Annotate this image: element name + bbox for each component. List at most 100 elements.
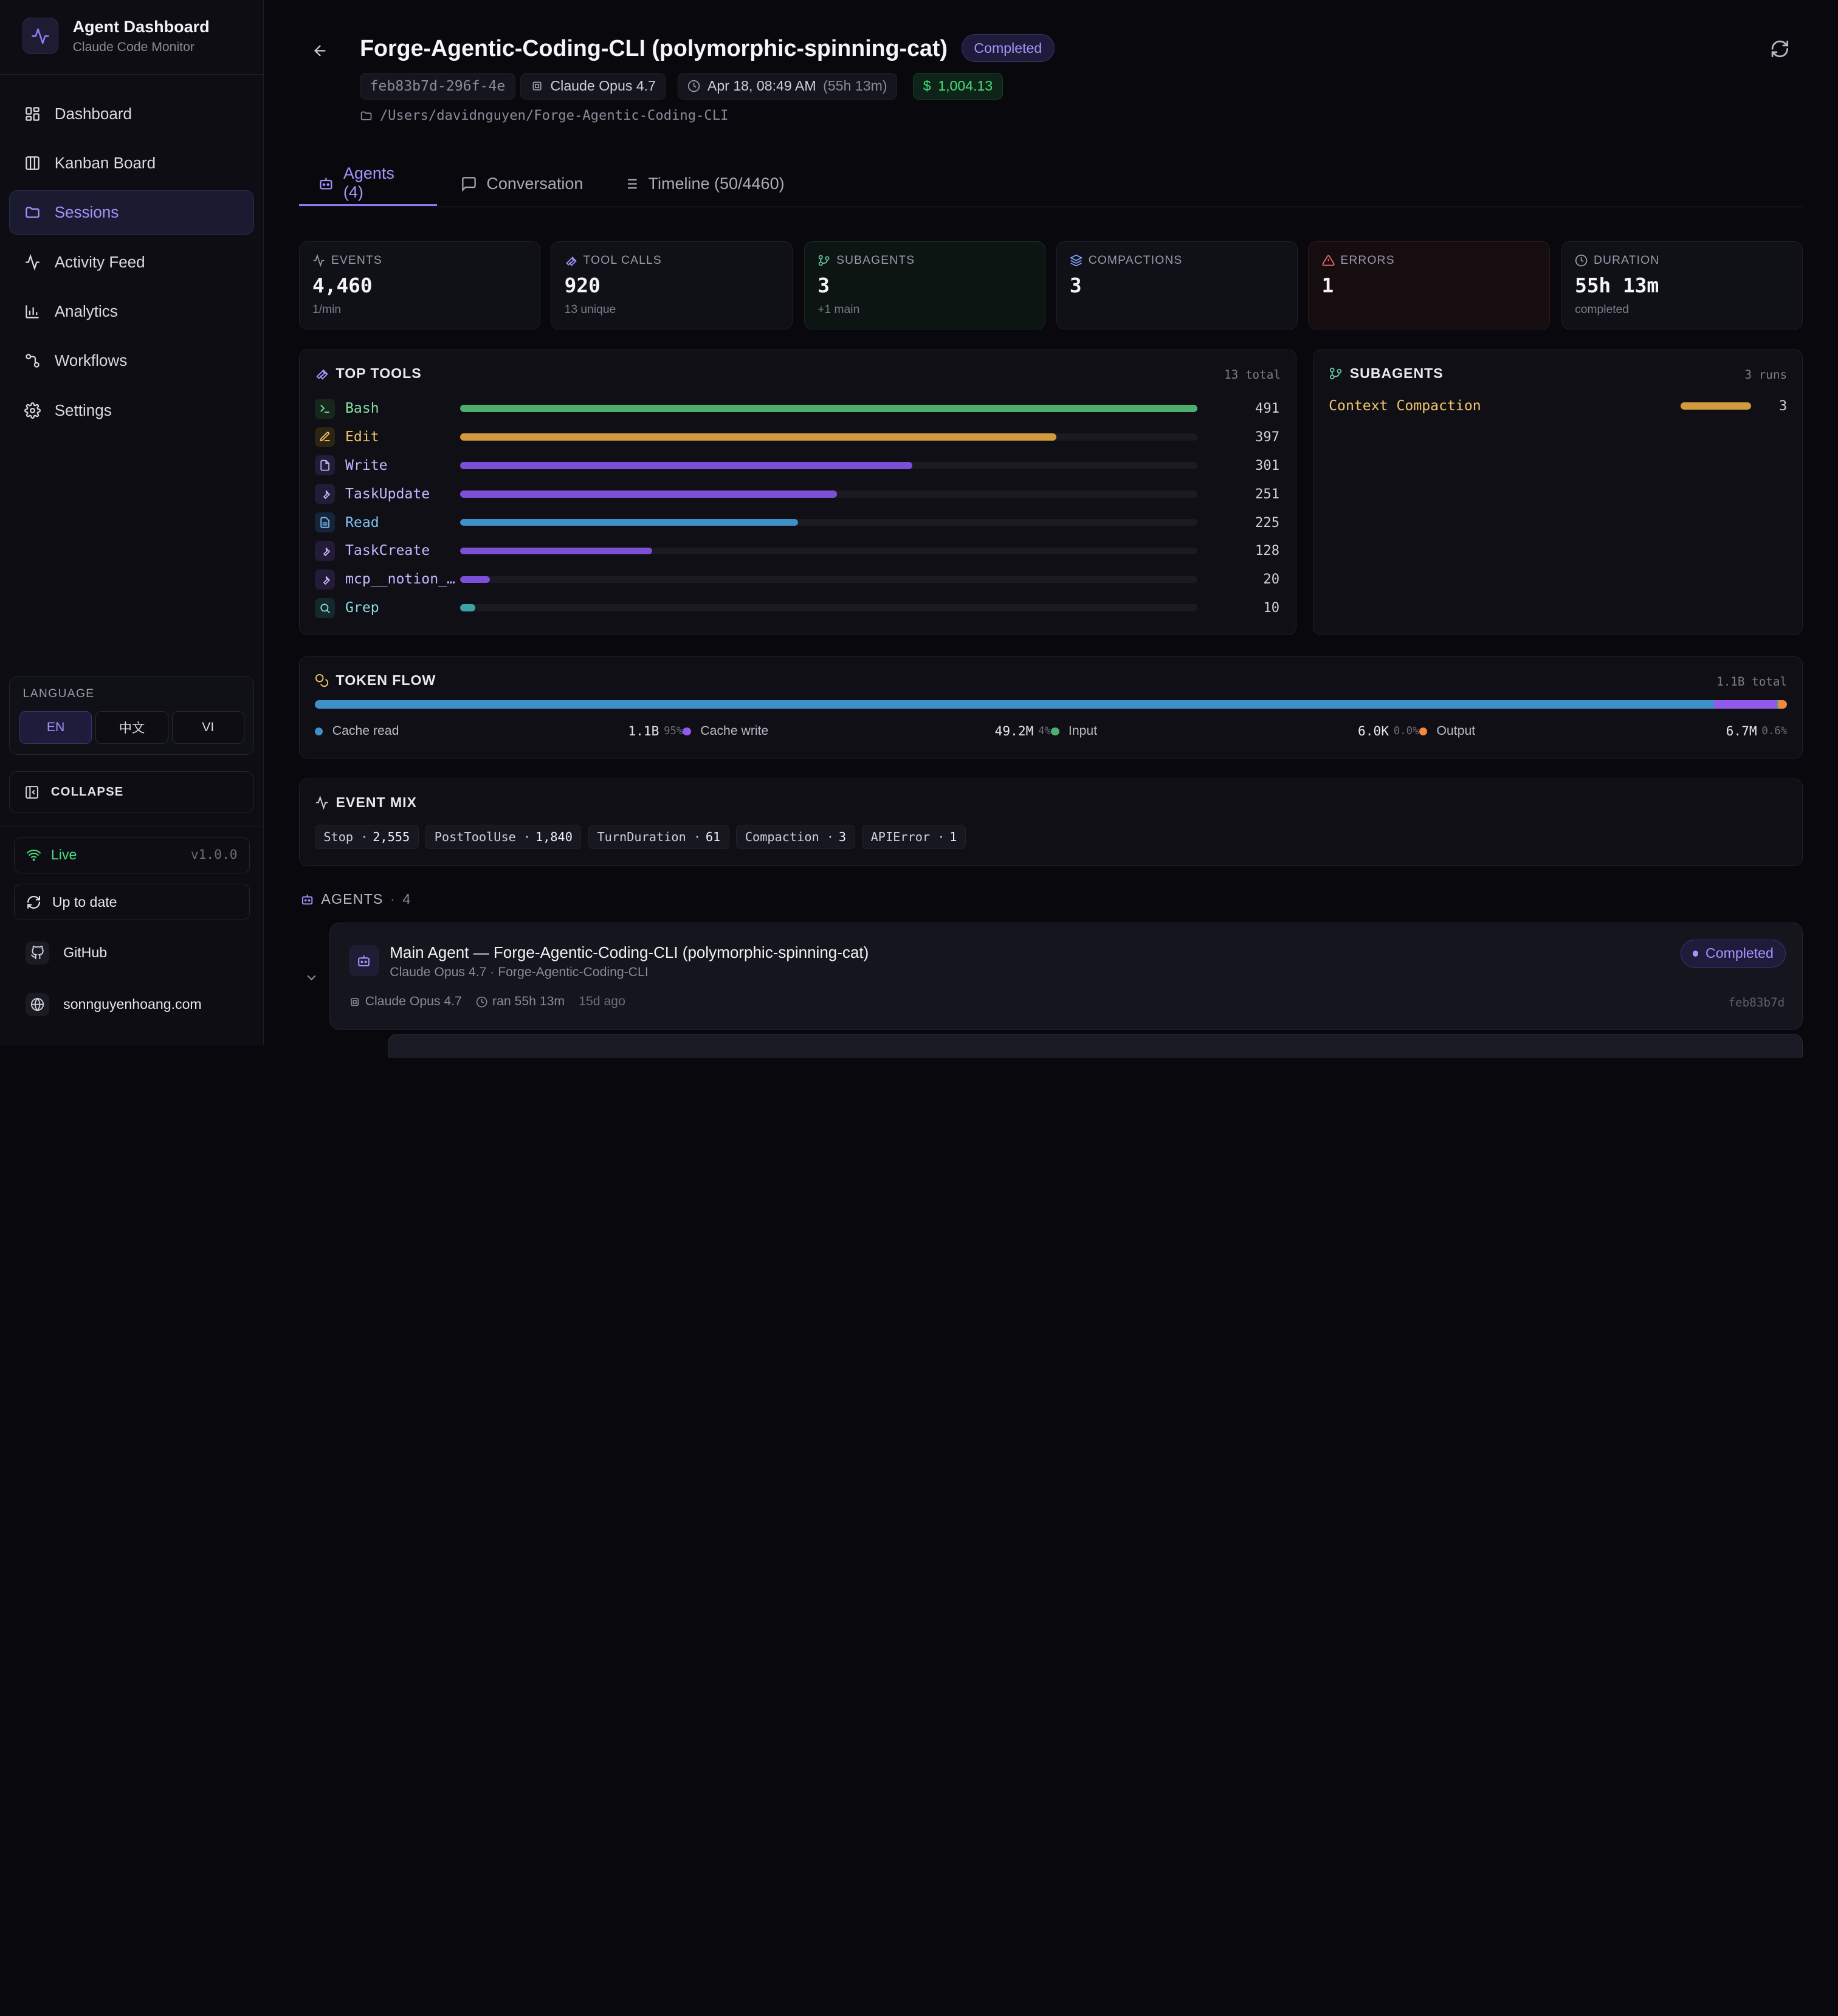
sidebar-item-dashboard[interactable]: Dashboard	[9, 91, 254, 136]
refresh-button[interactable]	[1770, 39, 1790, 64]
tool-bar-fill	[460, 433, 1056, 441]
stat-sub: 1/min	[312, 303, 342, 316]
tab-timeline[interactable]: Timeline (50/4460)	[604, 162, 803, 206]
stat-duration: DURATION 55h 13m completed	[1561, 241, 1803, 329]
start-time-badge: Apr 18, 08:49 AM (55h 13m)	[677, 72, 897, 100]
stat-tool-calls: TOOL CALLS 920 13 unique	[551, 241, 793, 329]
mcpnotion-icon	[314, 569, 335, 590]
live-label: Live	[50, 847, 77, 863]
update-check-button[interactable]: Up to date	[14, 884, 250, 920]
legend-label: Output	[1436, 724, 1476, 738]
read-icon	[314, 512, 335, 532]
panel-meta: 13 total	[1224, 367, 1281, 382]
event-count: 1	[949, 830, 957, 845]
git-branch-icon	[1330, 367, 1342, 379]
sidebar-item-analytics[interactable]: Analytics	[9, 289, 254, 334]
event-chip: Compaction · 3	[736, 824, 855, 850]
tool-bar-track	[460, 604, 1198, 611]
child-agent-card[interactable]	[388, 1034, 1803, 1058]
website-label: sonnguyenhoang.com	[63, 996, 202, 1013]
subagent-row[interactable]: Context Compaction 3	[1329, 398, 1787, 414]
agent-meta: Claude Opus 4.7 ran 55h 13m 15d ago	[349, 994, 625, 1009]
tool-row[interactable]: mcp__notion_… 20	[314, 568, 1279, 591]
tool-name: mcp__notion_…	[345, 571, 455, 588]
sidebar-item-workflows[interactable]: Workflows	[9, 339, 254, 383]
layers-icon	[1069, 254, 1083, 267]
tool-row[interactable]: TaskCreate 128	[314, 539, 1279, 563]
wrench-icon	[316, 368, 328, 380]
collapse-icon	[25, 786, 38, 799]
expand-toggle[interactable]	[304, 968, 319, 990]
brand[interactable]: Agent Dashboard Claude Code Monitor	[22, 18, 210, 55]
session-id-value: feb83b7d-296f-4e	[370, 78, 506, 94]
sidebar-item-activity-feed[interactable]: Activity Feed	[9, 240, 254, 284]
event-chip: PostToolUse · 1,840	[425, 824, 582, 850]
language-option-zh[interactable]: 中文	[95, 710, 168, 744]
collapse-button[interactable]: COLLAPSE	[9, 771, 255, 814]
website-link[interactable]: sonnguyenhoang.com	[26, 993, 202, 1017]
columns-icon	[25, 156, 40, 170]
github-link[interactable]: GitHub	[26, 941, 107, 965]
tab-agents[interactable]: Agents (4)	[298, 162, 438, 207]
activity-icon	[313, 253, 325, 267]
bar-chart-icon	[25, 305, 39, 318]
stat-label: TOOL CALLS	[583, 253, 662, 267]
stat-value: 920	[564, 274, 601, 298]
tool-name: Bash	[345, 401, 379, 417]
token-bar	[314, 700, 1788, 709]
github-label: GitHub	[63, 944, 108, 961]
clock-icon	[688, 80, 700, 92]
main-agent-card[interactable]: Main Agent — Forge-Agentic-Coding-CLI (p…	[329, 922, 1803, 1031]
tool-row[interactable]: Grep 10	[314, 596, 1279, 620]
tab-label: Conversation	[486, 174, 583, 193]
language-option-en[interactable]: EN	[19, 710, 92, 744]
sidebar-item-kanban[interactable]: Kanban Board	[9, 141, 254, 185]
tool-bar-track	[460, 490, 1198, 498]
back-button[interactable]	[312, 42, 328, 64]
tool-count: 397	[1255, 429, 1280, 445]
tool-bar-fill	[460, 547, 653, 555]
tab-conversation[interactable]: Conversation	[442, 162, 602, 206]
clock-icon	[1575, 254, 1588, 267]
stat-sub: +1 main	[817, 303, 860, 316]
event-name: PostToolUse ·	[434, 830, 531, 845]
agent-id: feb83b7d	[1728, 996, 1785, 1010]
grid-icon	[25, 106, 40, 121]
event-mix-panel: EVENT MIX Stop · 2,555 PostToolUse · 1,84…	[298, 778, 1803, 867]
language-option-vi[interactable]: VI	[171, 710, 245, 744]
sidebar-item-sessions[interactable]: Sessions	[9, 190, 255, 235]
sidebar-item-settings[interactable]: Settings	[9, 388, 254, 433]
divider	[0, 74, 263, 75]
event-name: Stop ·	[323, 830, 368, 845]
bot-icon	[301, 894, 312, 904]
legend-pct: 95%	[664, 725, 683, 738]
folder-icon	[25, 207, 40, 218]
panel-meta: 3 runs	[1744, 367, 1788, 382]
list-icon	[624, 179, 637, 189]
event-count: 3	[838, 830, 847, 845]
event-name: Compaction ·	[745, 830, 835, 845]
token-flow-panel: TOKEN FLOW 1.1B total Cache read 1.1B 95% C…	[298, 656, 1803, 759]
bash-icon	[314, 398, 335, 419]
tool-row[interactable]: Read 225	[314, 511, 1279, 534]
path-label: /Users/davidnguyen/Forge-Agentic-Coding-…	[379, 108, 729, 124]
tab-bar: Agents (4) Conversation Timeline (50/446…	[298, 162, 1803, 208]
dollar-icon: $	[923, 78, 931, 94]
event-chip: APIError · 1	[862, 824, 966, 850]
edit-icon	[314, 427, 335, 447]
tool-row[interactable]: Write 301	[314, 454, 1279, 478]
panel-title: SUBAGENTS	[1349, 365, 1444, 381]
collapse-label: COLLAPSE	[50, 785, 124, 799]
cost-label: 1,004.13	[938, 78, 993, 94]
language-switcher: LANGUAGE EN 中文 VI	[9, 676, 255, 755]
legend-dot	[683, 727, 691, 736]
subagent-bar-track	[1680, 402, 1751, 410]
tool-row[interactable]: Bash 491	[314, 397, 1279, 421]
start-time-label: Apr 18, 08:49 AM	[707, 78, 816, 94]
subagent-name: Context Compaction	[1329, 397, 1481, 414]
project-path: /Users/davidnguyen/Forge-Agentic-Coding-…	[360, 108, 728, 123]
tool-row[interactable]: TaskUpdate 251	[314, 482, 1279, 506]
tool-row[interactable]: Edit 397	[314, 425, 1280, 449]
stat-value: 55h 13m	[1575, 274, 1659, 298]
refresh-icon	[27, 895, 41, 909]
